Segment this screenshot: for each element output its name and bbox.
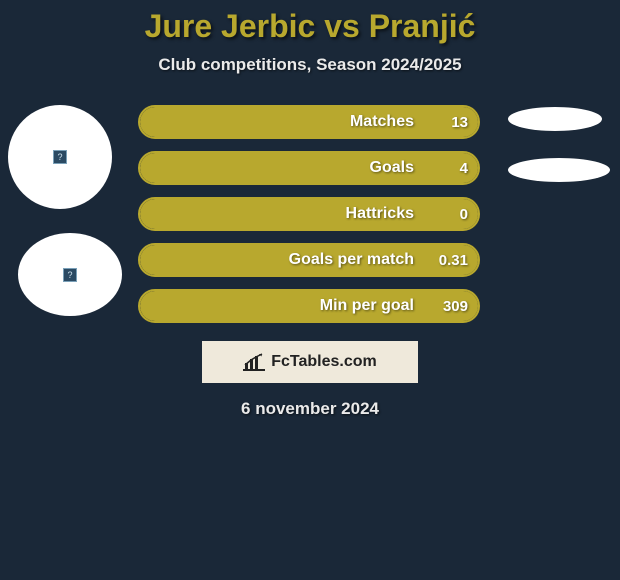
stat-label: Min per goal bbox=[140, 291, 420, 321]
brand-box: FcTables.com bbox=[202, 341, 418, 383]
stat-bars: Matches 13 Goals 4 Hattricks 0 Goals per… bbox=[138, 105, 480, 323]
right-ellipse-1 bbox=[508, 107, 602, 131]
stat-row-min-per-goal: Min per goal 309 bbox=[138, 289, 480, 323]
image-placeholder-icon: ? bbox=[63, 268, 77, 282]
image-placeholder-icon: ? bbox=[53, 150, 67, 164]
right-ellipse-2 bbox=[508, 158, 610, 182]
subtitle: Club competitions, Season 2024/2025 bbox=[0, 55, 620, 75]
stat-label: Goals per match bbox=[140, 245, 420, 275]
comparison-content: ? ? Matches 13 Goals 4 Hattricks 0 Goals… bbox=[0, 105, 620, 419]
player-avatar-2: ? bbox=[18, 233, 122, 316]
stat-value: 309 bbox=[443, 291, 468, 321]
stat-row-goals: Goals 4 bbox=[138, 151, 480, 185]
page-title: Jure Jerbic vs Pranjić bbox=[0, 0, 620, 45]
stat-row-hattricks: Hattricks 0 bbox=[138, 197, 480, 231]
stat-value: 0.31 bbox=[439, 245, 468, 275]
stat-value: 4 bbox=[460, 153, 468, 183]
stat-label: Matches bbox=[140, 107, 420, 137]
player-avatar-1: ? bbox=[8, 105, 112, 209]
stat-row-matches: Matches 13 bbox=[138, 105, 480, 139]
stat-label: Hattricks bbox=[140, 199, 420, 229]
stat-value: 0 bbox=[460, 199, 468, 229]
chart-icon bbox=[243, 353, 265, 371]
stat-label: Goals bbox=[140, 153, 420, 183]
stat-value: 13 bbox=[451, 107, 468, 137]
date-text: 6 november 2024 bbox=[0, 399, 620, 419]
brand-text: FcTables.com bbox=[271, 353, 377, 371]
stat-row-goals-per-match: Goals per match 0.31 bbox=[138, 243, 480, 277]
